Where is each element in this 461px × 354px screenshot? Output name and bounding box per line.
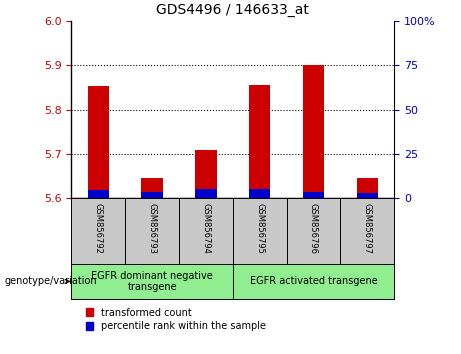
Text: GSM856792: GSM856792	[94, 204, 103, 255]
Text: GSM856794: GSM856794	[201, 204, 210, 255]
Title: GDS4496 / 146633_at: GDS4496 / 146633_at	[156, 4, 309, 17]
Text: EGFR dominant negative
transgene: EGFR dominant negative transgene	[91, 270, 213, 292]
Bar	[356, 193, 378, 198]
Bar	[88, 86, 109, 198]
Bar	[195, 150, 217, 198]
Bar	[249, 189, 271, 198]
Text: genotype/variation: genotype/variation	[5, 276, 97, 286]
Bar	[356, 178, 378, 198]
Bar	[249, 85, 271, 198]
Bar	[88, 190, 109, 198]
Bar	[195, 189, 217, 198]
Bar	[142, 178, 163, 198]
Bar	[142, 193, 163, 198]
Bar	[303, 65, 324, 198]
Legend: transformed count, percentile rank within the sample: transformed count, percentile rank withi…	[86, 308, 266, 331]
Text: GSM856797: GSM856797	[363, 204, 372, 255]
Text: GSM856796: GSM856796	[309, 204, 318, 255]
Text: GSM856795: GSM856795	[255, 204, 264, 255]
Text: EGFR activated transgene: EGFR activated transgene	[249, 276, 378, 286]
Bar	[303, 192, 324, 198]
Text: GSM856793: GSM856793	[148, 204, 157, 255]
